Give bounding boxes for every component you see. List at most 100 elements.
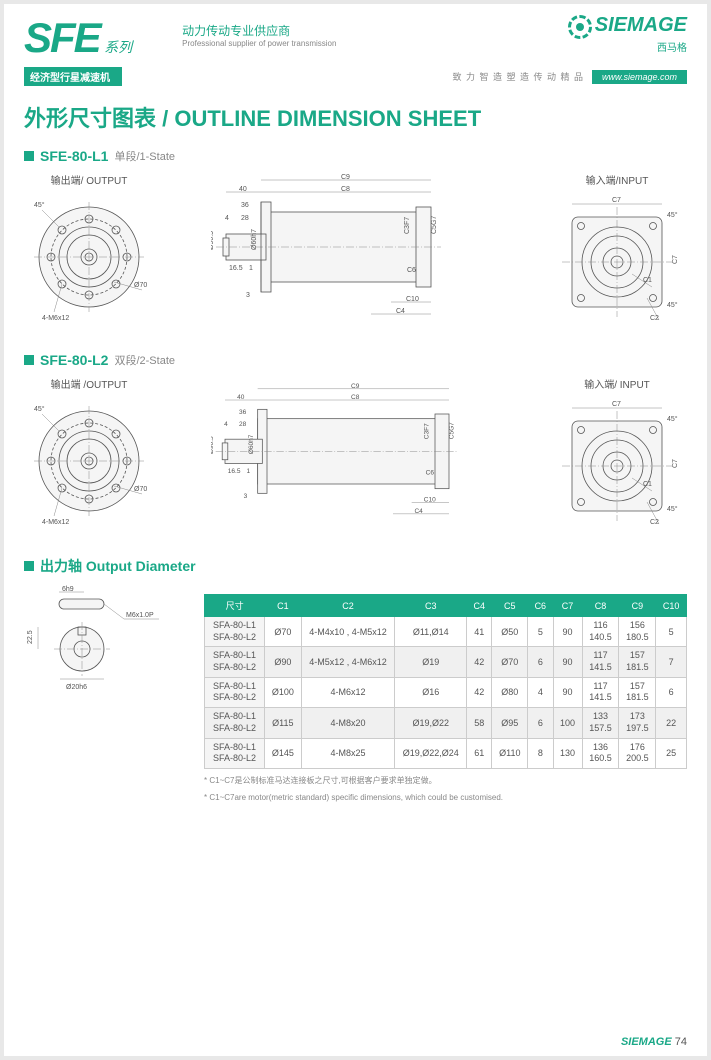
input-label: 输入端/INPUT [547, 172, 687, 187]
brand-cn: 西马格 [568, 39, 687, 54]
tagline-cn: 动力传动专业供应商 [182, 22, 336, 39]
brand-logo: SIEMAGE [595, 14, 687, 36]
svg-text:Ø60h7: Ø60h7 [251, 229, 258, 250]
svg-text:Ø20h6: Ø20h6 [66, 684, 87, 691]
svg-text:3: 3 [246, 292, 250, 299]
shaft-diagram: 6h9 M6x1.0P 22.5 Ø20h6 [24, 584, 184, 694]
bar-label: 经济型行星减速机 [24, 67, 122, 86]
svg-text:C9: C9 [341, 174, 350, 181]
svg-text:M6x1.0P: M6x1.0P [126, 612, 154, 619]
footer-brand: SIEMAGE [621, 1036, 672, 1048]
svg-text:Ø90.5: Ø90.5 [211, 231, 215, 250]
svg-text:36: 36 [239, 409, 247, 416]
table-header: C10 [656, 595, 687, 617]
svg-text:C10: C10 [406, 296, 419, 303]
svg-text:4: 4 [225, 215, 229, 222]
side-view-diagram-2: C9 C8 40 36 28 4 16.5 1 3 C3F7 C5G7 C6 C… [211, 376, 491, 536]
section-marker [24, 561, 34, 571]
table-header: C5 [492, 595, 528, 617]
svg-text:C6: C6 [425, 470, 434, 477]
table-row: SFA-80-L1SFA-80-L2 Ø70 4-M4x10 , 4-M5x12… [205, 617, 687, 647]
svg-text:C7: C7 [612, 401, 621, 408]
table-row: SFA-80-L1SFA-80-L2 Ø90 4-M5x12 , 4-M6x12… [205, 647, 687, 677]
svg-text:C7: C7 [612, 197, 621, 204]
svg-text:45°: 45° [667, 301, 678, 309]
section2-title: SFE-80-L2 [40, 352, 108, 368]
svg-text:C8: C8 [341, 186, 350, 193]
output-label: 输出端/ OUTPUT [24, 172, 154, 187]
section-marker [24, 355, 34, 365]
output-flange-diagram-2: 45° Ø70 4-M6x12 [24, 396, 154, 526]
section2-sub: 双段/2-State [114, 352, 175, 368]
svg-text:C4: C4 [396, 308, 405, 315]
table-header: C7 [553, 595, 582, 617]
section-marker [24, 151, 34, 161]
svg-text:4: 4 [224, 421, 228, 428]
output-label-2: 输出端 /OUTPUT [24, 376, 154, 391]
svg-text:28: 28 [241, 215, 249, 222]
table-row: SFA-80-L1SFA-80-L2 Ø115 4-M8x20 Ø19,Ø22 … [205, 708, 687, 738]
input-flange-diagram: C7 C7 45° 45° C1 C2 [547, 192, 687, 332]
svg-text:C1: C1 [643, 277, 652, 284]
table-header: C8 [582, 595, 619, 617]
svg-text:16.5: 16.5 [229, 265, 243, 272]
bar-url: www.siemage.com [592, 70, 687, 84]
table-header: C1 [265, 595, 301, 617]
svg-text:C2: C2 [650, 519, 659, 526]
section1-title: SFE-80-L1 [40, 148, 108, 164]
svg-text:3: 3 [243, 493, 247, 500]
table-header: C3 [395, 595, 467, 617]
svg-text:C3F7: C3F7 [423, 423, 430, 439]
svg-text:22.5: 22.5 [27, 630, 34, 644]
svg-text:C8: C8 [351, 394, 360, 401]
svg-text:C5G7: C5G7 [431, 216, 438, 234]
table-header: C6 [528, 595, 553, 617]
input-label-2: 输入端/ INPUT [547, 376, 687, 391]
footer-page: 74 [675, 1036, 687, 1048]
svg-text:45°: 45° [34, 405, 45, 413]
side-view-diagram: C9 C8 40 36 28 4 16.5 1 3 C3F7 C5G7 C6 C… [211, 172, 491, 332]
table-row: SFA-80-L1SFA-80-L2 Ø145 4-M8x25 Ø19,Ø22,… [205, 738, 687, 768]
tagline-en: Professional supplier of power transmiss… [182, 39, 336, 48]
input-flange-diagram-2: C7 C7 45° 45° C1 C2 [547, 396, 687, 536]
svg-text:28: 28 [239, 421, 247, 428]
svg-text:C5G7: C5G7 [448, 422, 455, 439]
section3-title: 出力轴 Output Diameter [40, 556, 196, 576]
output-flange-diagram: 45° Ø70 4-M6x12 [24, 192, 154, 322]
section1-sub: 单段/1-State [114, 148, 175, 164]
svg-text:6h9: 6h9 [62, 586, 74, 593]
svg-text:C7: C7 [672, 255, 679, 264]
table-header: C9 [619, 595, 656, 617]
svg-text:C6: C6 [407, 267, 416, 274]
svg-text:C3F7: C3F7 [404, 217, 411, 234]
svg-text:C4: C4 [414, 508, 423, 515]
svg-text:C2: C2 [650, 315, 659, 322]
bar-mid: 致 力 智 造 塑 造 传 动 精 品 [122, 70, 592, 83]
svg-text:45°: 45° [34, 201, 45, 209]
table-header: C2 [301, 595, 395, 617]
svg-text:Ø70: Ø70 [134, 282, 147, 289]
svg-text:Ø90.5: Ø90.5 [211, 436, 215, 454]
svg-text:C7: C7 [672, 459, 679, 468]
svg-text:45°: 45° [667, 211, 678, 219]
gear-icon [568, 15, 592, 39]
svg-text:45°: 45° [667, 415, 678, 423]
footnote-en: * C1~C7are motor(metric standard) specif… [204, 792, 687, 803]
svg-text:4-M6x12: 4-M6x12 [42, 519, 69, 526]
footnote-cn: * C1~C7是公制标准马达连接板之尺寸,可根据客户要求单独定做。 [204, 775, 687, 786]
svg-text:Ø60h7: Ø60h7 [248, 434, 255, 454]
series-code: SFE [24, 14, 100, 61]
svg-text:Ø70: Ø70 [134, 486, 147, 493]
svg-text:1: 1 [249, 265, 253, 272]
main-title: 外形尺寸图表 / OUTLINE DIMENSION SHEET [24, 101, 687, 133]
svg-text:1: 1 [246, 468, 250, 475]
svg-text:C10: C10 [423, 497, 435, 504]
svg-text:45°: 45° [667, 505, 678, 513]
svg-text:C1: C1 [643, 481, 652, 488]
svg-text:36: 36 [241, 202, 249, 209]
svg-text:4-M6x12: 4-M6x12 [42, 315, 69, 322]
svg-text:16.5: 16.5 [227, 468, 240, 475]
table-header: C4 [467, 595, 492, 617]
svg-text:C9: C9 [351, 383, 360, 390]
dimension-table: 尺寸C1C2C3C4C5C6C7C8C9C10 SFA-80-L1SFA-80-… [204, 594, 687, 769]
